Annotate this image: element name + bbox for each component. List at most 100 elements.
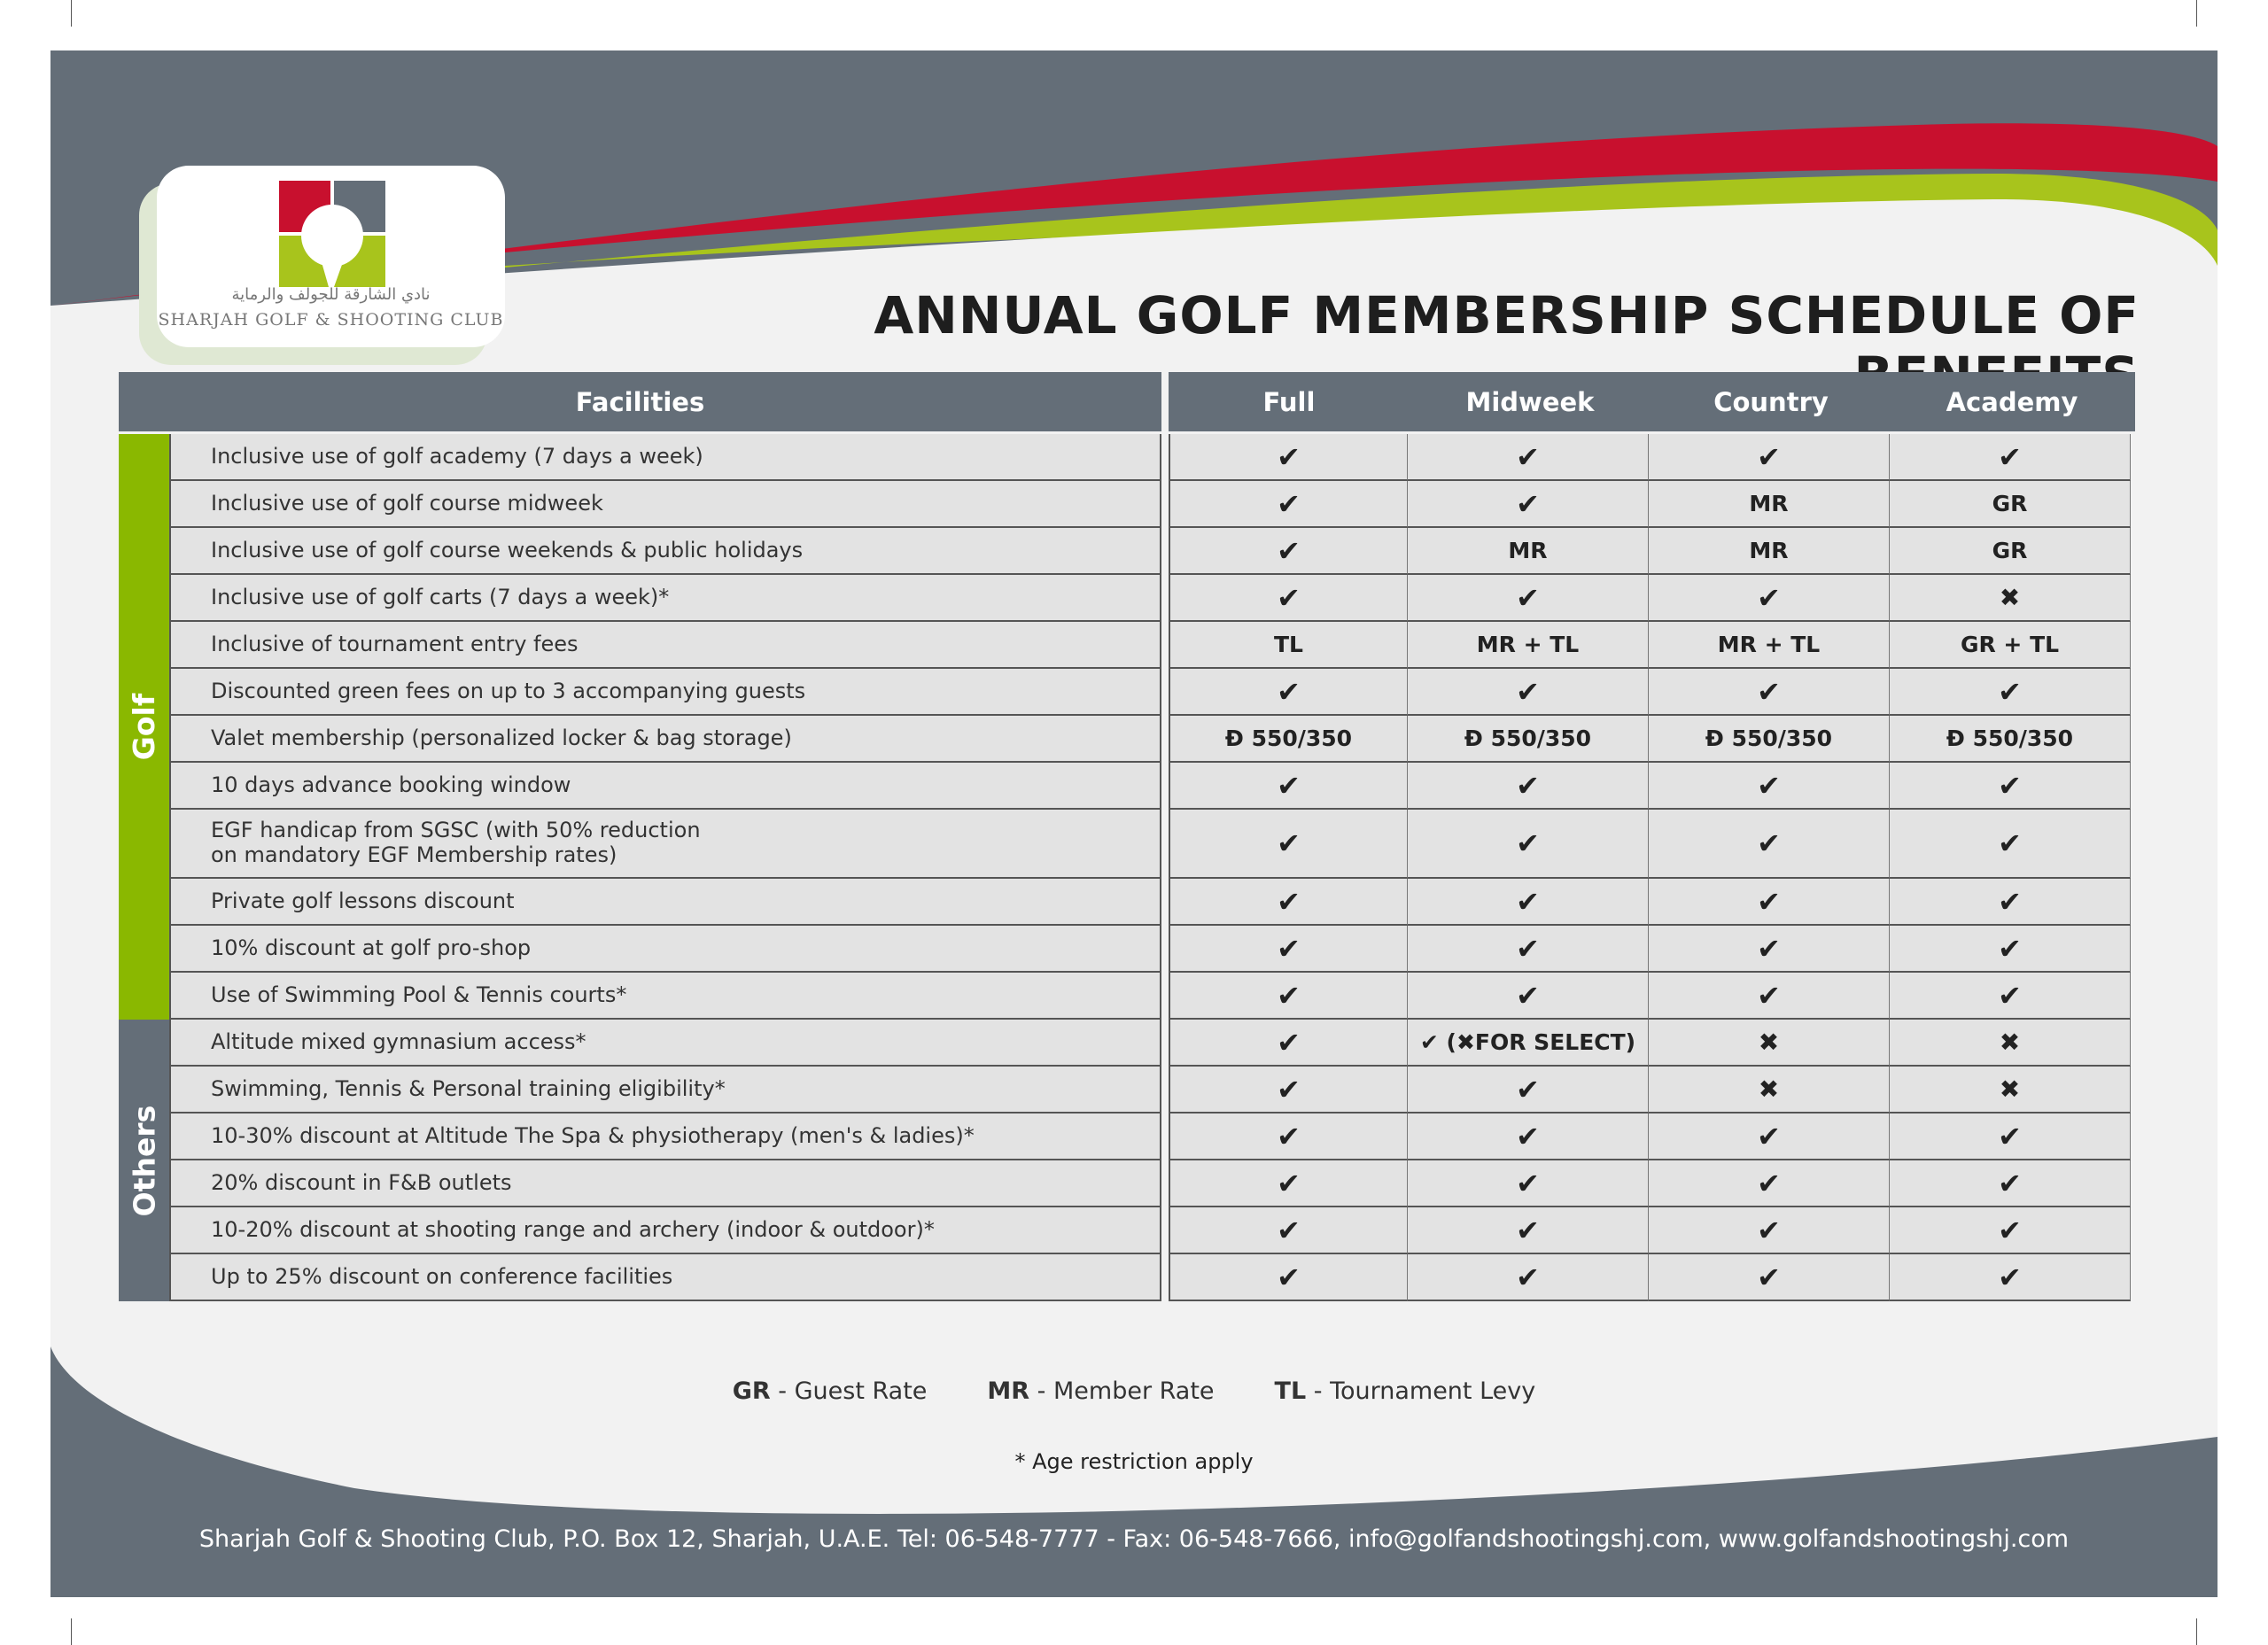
check-icon: ✔ — [1649, 810, 1890, 879]
facility-label: Inclusive use of golf course weekends & … — [169, 528, 1161, 575]
table-row: 10-30% discount at Altitude The Spa & ph… — [169, 1113, 2131, 1160]
legend-abbr: GR — [732, 1377, 771, 1405]
facility-label: 10-20% discount at shooting range and ar… — [169, 1207, 1161, 1254]
check-icon: ✔ — [1169, 810, 1408, 879]
check-icon: ✔ — [1890, 669, 2131, 716]
facility-label: 10-30% discount at Altitude The Spa & ph… — [169, 1113, 1161, 1160]
benefit-value: MR — [1408, 528, 1649, 575]
check-icon: ✔ — [1890, 434, 2131, 481]
facility-label: Up to 25% discount on conference facilit… — [169, 1254, 1161, 1301]
header-full: Full — [1262, 386, 1316, 417]
check-icon: ✔ — [1408, 926, 1649, 973]
facility-label: Discounted green fees on up to 3 accompa… — [169, 669, 1161, 716]
legend-text: - Tournament Levy — [1306, 1377, 1536, 1405]
check-icon: ✔ — [1408, 879, 1649, 926]
table-row: Up to 25% discount on conference facilit… — [169, 1254, 2131, 1301]
legend: GR - Guest Rate MR - Member Rate TL - Tour… — [0, 1377, 2268, 1405]
table-row: Discounted green fees on up to 3 accompa… — [169, 669, 2131, 716]
check-icon: ✔ — [1890, 810, 2131, 879]
legend-item: GR - Guest Rate — [733, 1377, 928, 1405]
logo-mark-icon — [279, 181, 385, 287]
benefit-value: GR — [1890, 528, 2131, 575]
check-icon: ✔ — [1649, 763, 1890, 810]
facility-label: Inclusive use of golf academy (7 days a … — [169, 434, 1161, 481]
benefit-value: Đ 550/350 — [1890, 716, 2131, 763]
check-icon: ✔ — [1169, 1020, 1408, 1067]
table-row: Use of Swimming Pool & Tennis courts* ✔ ✔ ✔… — [169, 973, 2131, 1020]
header-academy: Academy — [1946, 386, 2078, 417]
facility-label: 10% discount at golf pro-shop — [169, 926, 1161, 973]
check-icon: ✔ — [1169, 926, 1408, 973]
check-icon: ✔ — [1408, 1113, 1649, 1160]
table-row: 10% discount at golf pro-shop ✔ ✔ ✔ ✔ — [169, 926, 2131, 973]
table-row: Valet membership (personalized locker & … — [169, 716, 2131, 763]
table-row: 20% discount in F&B outlets ✔ ✔ ✔ ✔ — [169, 1160, 2131, 1207]
check-icon: ✔ — [1408, 1160, 1649, 1207]
check-icon: ✔ — [1169, 1207, 1408, 1254]
facility-label: 10 days advance booking window — [169, 763, 1161, 810]
check-icon: ✔ — [1649, 1254, 1890, 1301]
group-golf: Golf — [119, 434, 169, 1020]
table-row: Inclusive of tournament entry fees TL MR +… — [169, 622, 2131, 669]
table-row: Swimming, Tennis & Personal training eli… — [169, 1067, 2131, 1113]
check-icon: ✔ — [1408, 973, 1649, 1020]
check-icon: ✔ — [1890, 926, 2131, 973]
benefit-value: GR + TL — [1890, 622, 2131, 669]
check-icon: ✔ — [1169, 763, 1408, 810]
header-midweek: Midweek — [1465, 386, 1595, 417]
check-icon: ✔ — [1408, 763, 1649, 810]
check-icon: ✔ — [1890, 763, 2131, 810]
check-icon: ✔ — [1890, 1207, 2131, 1254]
benefit-value: MR + TL — [1649, 622, 1890, 669]
check-icon: ✔ — [1169, 575, 1408, 622]
footer-contact: Sharjah Golf & Shooting Club, P.O. Box 1… — [198, 1525, 2070, 1553]
check-icon: ✔ — [1890, 973, 2131, 1020]
crop-mark — [2196, 0, 2197, 27]
cross-icon: ✖ — [1890, 575, 2131, 622]
facility-label: Swimming, Tennis & Personal training eli… — [169, 1067, 1161, 1113]
group-label: Golf — [127, 693, 161, 761]
check-icon: ✔ — [1649, 434, 1890, 481]
header-plans: Full Midweek Country Academy — [1169, 372, 2135, 431]
logo-english-text: SHARJAH GOLF & SHOOTING CLUB — [158, 310, 504, 330]
benefit-value: MR + TL — [1408, 622, 1649, 669]
cross-icon: ✖ — [1649, 1067, 1890, 1113]
facility-label: Private golf lessons discount — [169, 879, 1161, 926]
benefit-value: MR — [1649, 481, 1890, 528]
check-icon: ✔ — [1169, 434, 1408, 481]
table-row: 10 days advance booking window ✔ ✔ ✔ ✔ — [169, 763, 2131, 810]
legend-item: TL - Tournament Levy — [1275, 1377, 1536, 1405]
check-icon: ✔ — [1408, 669, 1649, 716]
check-icon: ✔ — [1408, 1067, 1649, 1113]
check-icon: ✔ — [1649, 879, 1890, 926]
crop-mark — [71, 1618, 72, 1645]
check-icon: ✔ — [1169, 1113, 1408, 1160]
crop-mark — [71, 0, 72, 27]
check-icon: ✔ — [1408, 481, 1649, 528]
check-icon: ✔ — [1169, 669, 1408, 716]
legend-abbr: TL — [1274, 1377, 1307, 1405]
facility-label: Inclusive use of golf course midweek — [169, 481, 1161, 528]
check-icon: ✔ — [1169, 973, 1408, 1020]
check-icon: ✔ — [1890, 1113, 2131, 1160]
check-icon: ✔ — [1408, 575, 1649, 622]
benefit-value: TL — [1169, 622, 1408, 669]
club-logo: نادي الشارقة للجولف والرماية SHARJAH GOL… — [157, 166, 505, 347]
legend-abbr: MR — [987, 1377, 1030, 1405]
group-others: Others — [119, 1020, 169, 1301]
logo-arabic-text: نادي الشارقة للجولف والرماية — [231, 285, 431, 304]
check-icon: ✔ — [1169, 1067, 1408, 1113]
benefit-value: ✔ (✖FOR SELECT) — [1408, 1020, 1649, 1067]
benefit-value: Đ 550/350 — [1649, 716, 1890, 763]
table-row: EGF handicap from SGSC (with 50% reducti… — [169, 810, 2131, 879]
check-icon: ✔ — [1649, 1113, 1890, 1160]
cross-icon: ✖ — [1890, 1020, 2131, 1067]
check-icon: ✔ — [1408, 1254, 1649, 1301]
group-label: Others — [127, 1105, 161, 1216]
facility-label: Altitude mixed gymnasium access* — [169, 1020, 1161, 1067]
cross-icon: ✖ — [1649, 1020, 1890, 1067]
table-row: Inclusive use of golf carts (7 days a we… — [169, 575, 2131, 622]
facility-label: Use of Swimming Pool & Tennis courts* — [169, 973, 1161, 1020]
header-facilities: Facilities — [119, 372, 1161, 431]
check-icon: ✔ — [1169, 528, 1408, 575]
